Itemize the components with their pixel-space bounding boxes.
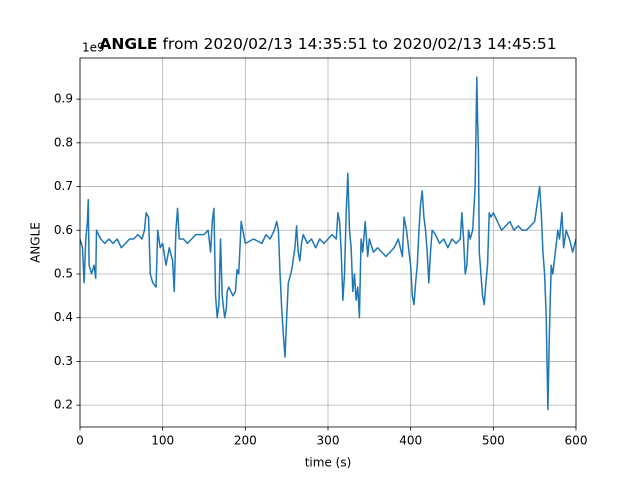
chart-title: ANGLE from 2020/02/13 14:35:51 to 2020/0… bbox=[99, 35, 556, 53]
x-tick-label: 600 bbox=[565, 434, 588, 448]
axes-frame bbox=[79, 57, 577, 428]
y-tick-label: 0.5 bbox=[54, 266, 73, 280]
y-tick-label: 0.4 bbox=[54, 310, 73, 324]
y-axis-label: ANGLE bbox=[29, 222, 43, 263]
chart-title-bold: ANGLE bbox=[99, 35, 157, 53]
data-line bbox=[79, 76, 577, 411]
offset-label: 1e9 bbox=[82, 41, 105, 55]
x-tick-label: 0 bbox=[76, 434, 84, 448]
x-tick-label: 300 bbox=[317, 434, 340, 448]
y-tick-label: 0.2 bbox=[54, 398, 73, 412]
x-axis-label: time (s) bbox=[305, 456, 352, 470]
x-tick-label: 400 bbox=[399, 434, 422, 448]
chart-title-rest: from 2020/02/13 14:35:51 to 2020/02/13 1… bbox=[162, 35, 556, 53]
y-tick-label: 0.8 bbox=[54, 135, 73, 149]
y-tick-label: 0.9 bbox=[54, 92, 73, 106]
y-tick-label: 0.7 bbox=[54, 179, 73, 193]
y-tick-label: 0.3 bbox=[54, 354, 73, 368]
x-tick-label: 100 bbox=[151, 434, 174, 448]
x-tick-label: 200 bbox=[234, 434, 257, 448]
x-tick-label: 500 bbox=[482, 434, 505, 448]
y-tick-label: 0.6 bbox=[54, 223, 73, 237]
